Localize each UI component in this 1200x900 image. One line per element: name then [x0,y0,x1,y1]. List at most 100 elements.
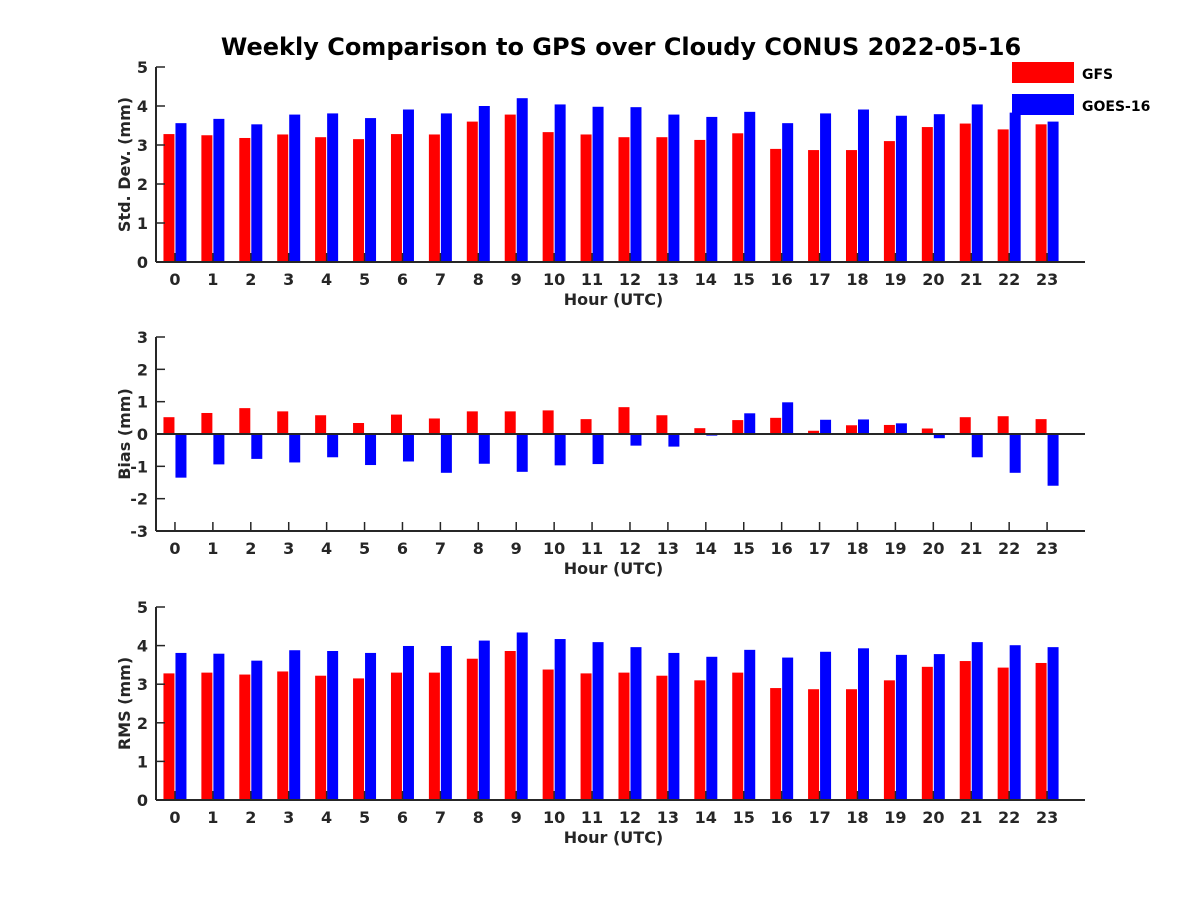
bar-goes16-hour-19 [895,654,907,800]
x-tick-label: 6 [397,808,408,827]
y-tick-label: 2 [137,714,148,733]
bar-gfs-hour-17 [808,150,820,262]
bar-goes16-hour-3 [289,114,301,262]
y-tick-label: 2 [137,360,148,379]
y-tick-label: 3 [137,328,148,347]
bar-goes16-hour-5 [365,434,377,466]
bar-goes16-hour-4 [327,113,339,262]
bar-goes16-hour-6 [402,645,414,800]
bar-goes16-hour-15 [744,111,756,262]
bar-gfs-hour-14 [694,680,706,800]
x-tick-label: 0 [169,539,180,558]
bar-goes16-hour-8 [478,106,490,262]
bar-gfs-hour-22 [997,667,1009,800]
x-tick-label: 21 [960,808,982,827]
bar-goes16-hour-12 [630,107,642,262]
x-tick-label: 7 [435,808,446,827]
bar-goes16-hour-23 [1047,434,1059,486]
x-tick-label: 12 [619,808,641,827]
x-tick-label: 1 [207,270,218,289]
bar-gfs-hour-4 [315,675,327,800]
y-axis-title: Std. Dev. (mm) [115,97,134,232]
bar-goes16-hour-17 [820,651,832,800]
bar-goes16-hour-18 [857,648,869,800]
x-tick-label: 18 [846,270,868,289]
x-tick-label: 11 [581,539,603,558]
x-tick-label: 1 [207,808,218,827]
x-tick-label: 2 [245,808,256,827]
bar-gfs-hour-13 [656,675,668,800]
bar-goes16-hour-10 [554,434,566,466]
x-tick-label: 3 [283,270,294,289]
y-tick-label: -3 [130,522,148,541]
bar-gfs-hour-0 [163,134,175,262]
y-tick-label: 2 [137,175,148,194]
x-tick-label: 21 [960,270,982,289]
x-tick-label: 15 [733,270,755,289]
bar-gfs-hour-7 [428,672,440,800]
y-tick-label: -1 [130,457,148,476]
bar-gfs-hour-7 [428,418,440,434]
y-tick-label: 1 [137,214,148,233]
bar-goes16-hour-16 [782,402,794,434]
x-tick-label: 23 [1036,808,1058,827]
bar-gfs-hour-13 [656,415,668,434]
bar-gfs-hour-9 [504,411,516,434]
y-tick-label: 1 [137,752,148,771]
x-tick-label: 5 [359,808,370,827]
bar-gfs-hour-1 [201,672,213,800]
bar-goes16-hour-11 [592,434,604,465]
x-tick-label: 13 [657,808,679,827]
bar-gfs-hour-19 [883,424,895,434]
bar-gfs-hour-4 [315,137,327,262]
x-tick-label: 17 [808,270,830,289]
x-tick-label: 11 [581,270,603,289]
bar-goes16-hour-14 [706,116,718,262]
bar-goes16-hour-8 [478,640,490,800]
bar-goes16-hour-22 [1009,645,1021,800]
x-tick-label: 4 [321,539,332,558]
bar-goes16-hour-15 [744,413,756,434]
x-axis-title: Hour (UTC) [564,828,664,847]
bar-goes16-hour-23 [1047,647,1059,800]
bar-goes16-hour-4 [327,651,339,800]
y-axis-title: RMS (mm) [115,657,134,750]
legend: GFS GOES-16 [1012,62,1150,115]
x-axis-title: Hour (UTC) [564,559,664,578]
x-tick-label: 0 [169,270,180,289]
y-tick-label: 5 [137,58,148,77]
x-tick-label: 10 [543,539,565,558]
x-tick-label: 3 [283,539,294,558]
bar-gfs-hour-0 [163,417,175,434]
bar-gfs-hour-23 [1035,124,1047,262]
legend-swatch-gfs [1012,62,1074,83]
x-tick-label: 15 [733,539,755,558]
bar-goes16-hour-7 [440,434,452,473]
x-tick-label: 14 [695,808,717,827]
y-axis-title: Bias (mm) [115,388,134,480]
bar-gfs-hour-12 [618,137,630,262]
bar-goes16-hour-9 [516,632,528,800]
bar-gfs-hour-3 [277,411,289,434]
bar-goes16-hour-11 [592,642,604,800]
y-tick-label: 4 [137,97,148,116]
bar-gfs-hour-8 [466,411,478,434]
bar-goes16-hour-5 [365,652,377,800]
x-tick-label: 23 [1036,539,1058,558]
bar-gfs-hour-6 [390,414,402,434]
x-tick-label: 5 [359,539,370,558]
bar-gfs-hour-15 [732,672,744,800]
bar-goes16-hour-21 [971,434,983,458]
bar-gfs-hour-20 [921,666,933,800]
bar-gfs-hour-20 [921,127,933,262]
y-tick-label: 4 [137,637,148,656]
x-tick-label: 2 [245,539,256,558]
y-tick-label: 0 [137,425,148,444]
x-tick-label: 13 [657,539,679,558]
bar-goes16-hour-20 [933,654,945,800]
bar-goes16-hour-19 [895,423,907,434]
x-tick-label: 1 [207,539,218,558]
bar-gfs-hour-9 [504,114,516,262]
